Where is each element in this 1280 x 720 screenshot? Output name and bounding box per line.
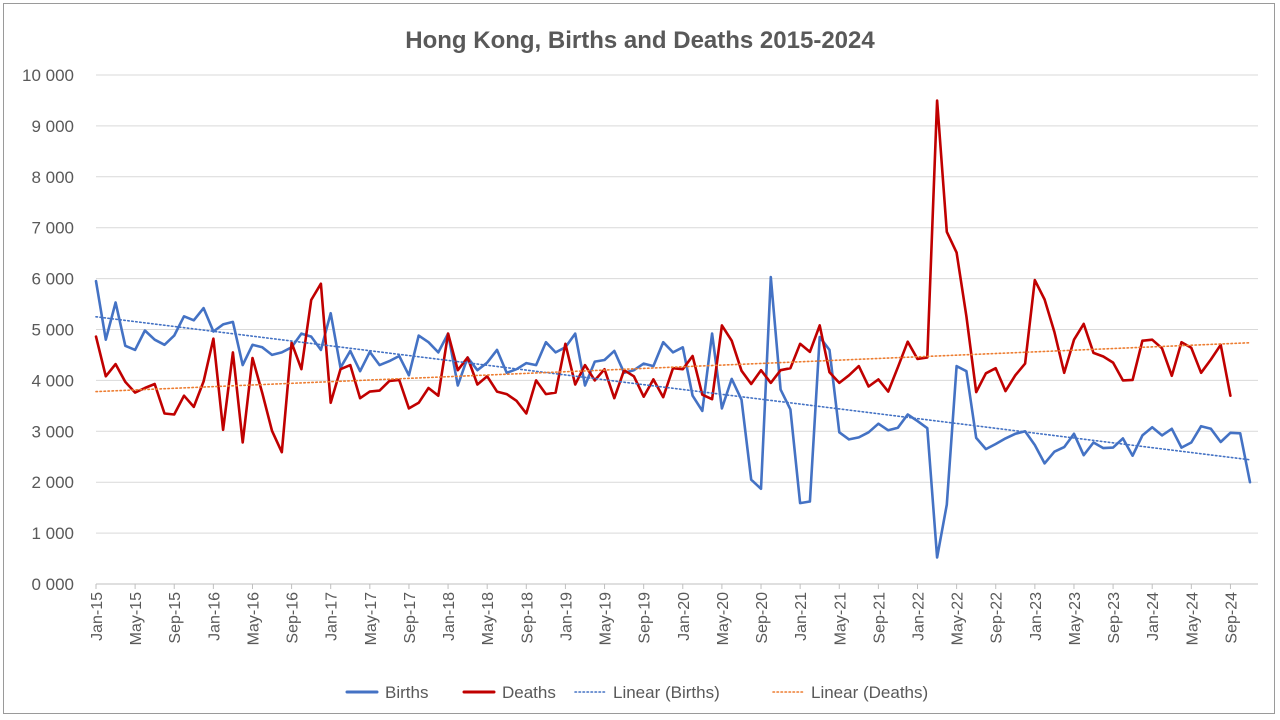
trendline-linear-births: [95, 315, 1251, 461]
x-tick-label: Sep-16: [285, 592, 302, 644]
x-tick-label: Jan-19: [558, 592, 575, 641]
x-tick-label: Jan-17: [324, 592, 341, 641]
series-line-deaths: [94, 99, 1232, 454]
x-tick-label: Sep-22: [989, 592, 1006, 644]
x-tick-label: May-22: [950, 592, 967, 645]
x-tick-label: May-20: [715, 592, 732, 645]
y-tick-label: 0 000: [31, 575, 74, 594]
y-tick-label: 8 000: [31, 168, 74, 187]
x-tick-label: May-15: [128, 592, 145, 645]
chart-frame: Hong Kong, Births and Deaths 2015-2024 0…: [3, 3, 1275, 714]
y-tick-label: 3 000: [31, 422, 74, 441]
x-tick-label: May-16: [245, 592, 262, 645]
x-tick-label: Jan-18: [441, 592, 458, 641]
legend-label: Deaths: [502, 683, 556, 702]
y-tick-label: 2 000: [31, 473, 74, 492]
x-tick-label: Sep-17: [402, 592, 419, 644]
x-tick-label: Jan-20: [676, 592, 693, 641]
y-tick-label: 4 000: [31, 371, 74, 390]
x-tick-label: Sep-15: [167, 592, 184, 644]
x-tick-label: May-24: [1184, 592, 1201, 645]
y-tick-label: 10 000: [22, 66, 74, 85]
series-line-births: [94, 275, 1252, 559]
chart-title: Hong Kong, Births and Deaths 2015-2024: [405, 27, 875, 54]
x-tick-label: Sep-20: [754, 592, 771, 644]
line-chart: Hong Kong, Births and Deaths 2015-2024 0…: [22, 27, 1258, 702]
x-tick-label: Sep-19: [637, 592, 654, 644]
x-tick-label: Jan-16: [206, 592, 223, 641]
plot-area: [94, 99, 1252, 559]
x-tick-label: Jan-23: [1028, 592, 1045, 641]
y-tick-label: 5 000: [31, 321, 74, 340]
x-tick-label: Sep-24: [1223, 592, 1240, 644]
gridlines: [96, 74, 1258, 585]
x-tick-label: May-19: [598, 592, 615, 645]
x-tick-label: Jan-22: [910, 592, 927, 641]
x-tick-label: May-21: [832, 592, 849, 645]
legend: Births Deaths Linear (Births) Linear (Death…: [345, 683, 928, 702]
x-axis: Jan-15 May-15 Sep-15 Jan-16 May-16 Sep-16 Jan-…: [89, 584, 1240, 645]
x-tick-label: May-23: [1067, 592, 1084, 645]
y-tick-label: 6 000: [31, 270, 74, 289]
y-tick-label: 9 000: [31, 117, 74, 136]
y-tick-label: 1 000: [31, 524, 74, 543]
legend-label: Linear (Deaths): [811, 683, 928, 702]
x-tick-label: May-18: [480, 592, 497, 645]
x-tick-label: Jan-15: [89, 592, 106, 641]
legend-label: Linear (Births): [613, 683, 720, 702]
x-tick-label: Sep-23: [1106, 592, 1123, 644]
x-tick-label: Jan-21: [793, 592, 810, 641]
y-tick-label: 7 000: [31, 219, 74, 238]
x-tick-label: Sep-18: [519, 592, 536, 644]
legend-label: Births: [385, 683, 428, 702]
x-tick-label: Sep-21: [871, 592, 888, 644]
y-axis: 0 000 1 000 2 000 3 000 4 000 5 000 6 000 7 000…: [22, 66, 74, 594]
trendline-linear-deaths: [95, 341, 1251, 393]
x-tick-label: May-17: [363, 592, 380, 645]
x-tick-label: Jan-24: [1145, 592, 1162, 641]
